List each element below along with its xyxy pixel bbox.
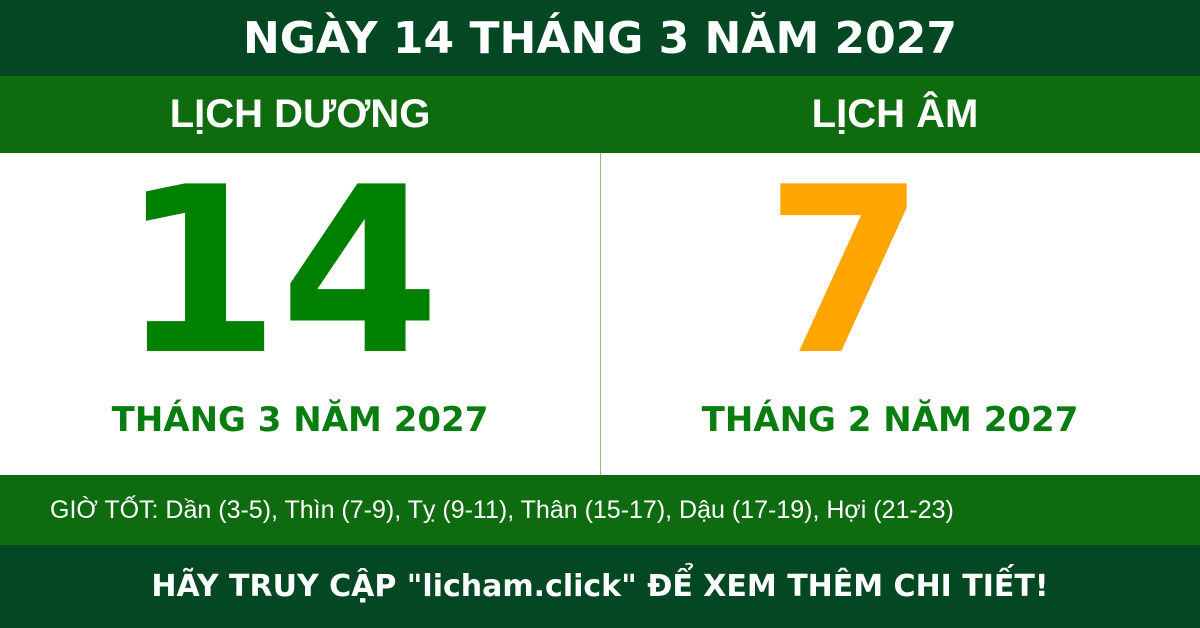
- good-hours: GIỜ TỐT: Dần (3-5), Thìn (7-9), Tỵ (9-11…: [0, 475, 1200, 545]
- lunar-day: 7: [764, 139, 926, 406]
- calendar-headers: LỊCH DƯƠNG LỊCH ÂM: [0, 76, 1200, 153]
- solar-month-year: THÁNG 3 NĂM 2027: [111, 400, 489, 440]
- solar-day: 14: [119, 139, 441, 406]
- footer-cta: HÃY TRUY CẬP "licham.click" ĐỂ XEM THÊM …: [0, 545, 1200, 628]
- lunar-month-year: THÁNG 2 NĂM 2027: [701, 400, 1079, 440]
- page-title: NGÀY 14 THÁNG 3 NĂM 2027: [0, 0, 1200, 76]
- solar-calendar-label: LỊCH DƯƠNG: [169, 92, 431, 136]
- column-divider: [600, 153, 601, 475]
- lunar-calendar-label: LỊCH ÂM: [811, 92, 979, 136]
